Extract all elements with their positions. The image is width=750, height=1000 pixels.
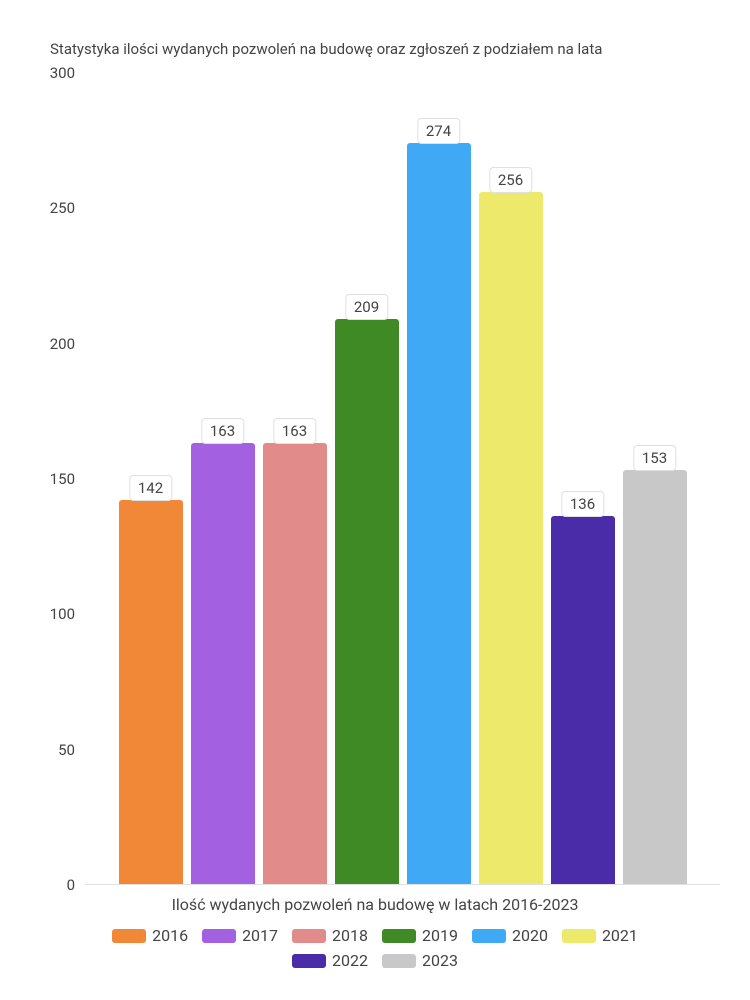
bar-value-label: 256	[489, 167, 532, 193]
y-axis: 050100150200250300	[30, 73, 85, 885]
plot-area: 050100150200250300 142163163209274256136…	[30, 73, 720, 885]
legend-item-2022: 2022	[292, 951, 368, 970]
y-tick: 200	[50, 335, 75, 353]
bar-2020: 274	[407, 143, 471, 884]
legend-swatch	[382, 954, 416, 968]
y-tick: 300	[50, 64, 75, 82]
x-axis-label: Ilość wydanych pozwoleń na budowę w lata…	[30, 895, 720, 914]
y-tick: 100	[50, 605, 75, 623]
bar-value-label: 209	[345, 294, 388, 320]
bar-2022: 136	[551, 516, 615, 884]
legend-item-2018: 2018	[292, 926, 368, 945]
y-tick: 0	[67, 876, 75, 894]
legend-swatch	[562, 929, 596, 943]
legend-item-2017: 2017	[202, 926, 278, 945]
legend-label: 2016	[152, 926, 188, 945]
legend-swatch	[112, 929, 146, 943]
y-tick: 50	[58, 741, 75, 759]
bar-value-label: 163	[201, 418, 244, 444]
chart-container: Statystyka ilości wydanych pozwoleń na b…	[30, 40, 720, 970]
legend: 2016 2017 2018 2019 2020 2021 2022 2023	[30, 926, 720, 970]
bar-2016: 142	[119, 500, 183, 884]
legend-item-2020: 2020	[472, 926, 548, 945]
bar-2017: 163	[191, 443, 255, 884]
legend-item-2023: 2023	[382, 951, 458, 970]
legend-swatch	[382, 929, 416, 943]
legend-swatch	[292, 929, 326, 943]
bar-2019: 209	[335, 319, 399, 884]
legend-label: 2017	[242, 926, 278, 945]
legend-label: 2020	[512, 926, 548, 945]
bar-value-label: 274	[417, 118, 460, 144]
legend-label: 2018	[332, 926, 368, 945]
y-tick: 250	[50, 199, 75, 217]
legend-label: 2021	[602, 926, 638, 945]
legend-label: 2022	[332, 951, 368, 970]
bar-2021: 256	[479, 192, 543, 884]
legend-label: 2019	[422, 926, 458, 945]
legend-swatch	[472, 929, 506, 943]
y-tick: 150	[50, 470, 75, 488]
bar-value-label: 142	[129, 475, 172, 501]
legend-item-2016: 2016	[112, 926, 188, 945]
bar-value-label: 153	[633, 445, 676, 471]
legend-item-2019: 2019	[382, 926, 458, 945]
legend-label: 2023	[422, 951, 458, 970]
bar-value-label: 163	[273, 418, 316, 444]
legend-swatch	[292, 954, 326, 968]
legend-swatch	[202, 929, 236, 943]
bars-row: 142163163209274256136153	[85, 73, 720, 884]
legend-item-2021: 2021	[562, 926, 638, 945]
bar-2018: 163	[263, 443, 327, 884]
bars-area: 142163163209274256136153	[85, 73, 720, 885]
bar-value-label: 136	[561, 491, 604, 517]
bar-2023: 153	[623, 470, 687, 884]
chart-title: Statystyka ilości wydanych pozwoleń na b…	[50, 40, 720, 58]
